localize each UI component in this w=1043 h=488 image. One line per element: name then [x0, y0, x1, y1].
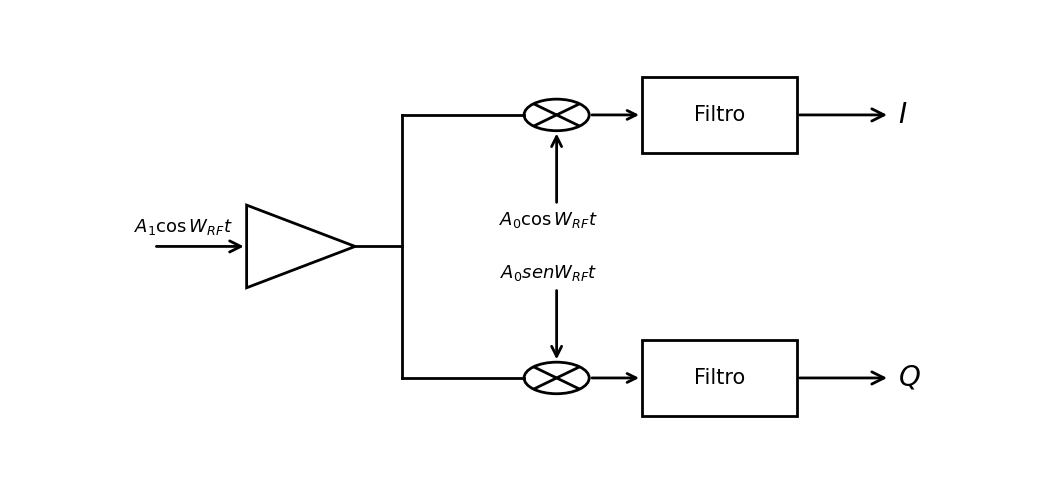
Text: Filtro: Filtro — [694, 105, 745, 125]
Text: $A_0\cos W_{RF}$t: $A_0\cos W_{RF}$t — [500, 210, 599, 230]
Text: $A_0$sen$W_{RF}$t: $A_0$sen$W_{RF}$t — [500, 263, 598, 283]
Text: $A_1\cos W_{RF}$t: $A_1\cos W_{RF}$t — [135, 217, 234, 237]
Text: $I$: $I$ — [898, 101, 907, 129]
FancyBboxPatch shape — [641, 77, 797, 152]
Text: Filtro: Filtro — [694, 368, 745, 388]
Text: $Q$: $Q$ — [898, 364, 920, 392]
FancyBboxPatch shape — [641, 341, 797, 416]
